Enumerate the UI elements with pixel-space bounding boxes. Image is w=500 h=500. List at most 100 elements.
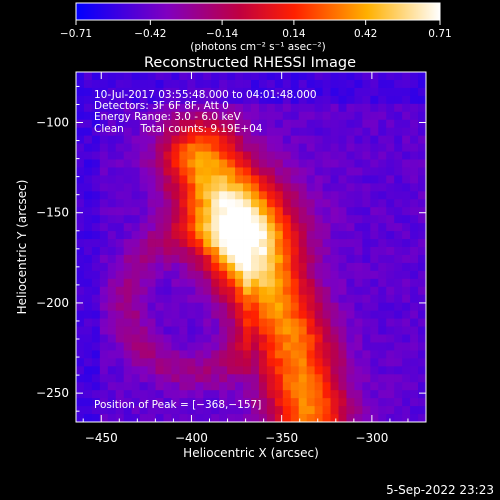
heatmap-cell [274, 342, 284, 351]
heatmap-cell [346, 175, 355, 184]
heatmap-cell [266, 175, 276, 184]
heatmap-cell [211, 183, 220, 192]
heatmap-cell [370, 231, 379, 240]
heatmap-cell [251, 175, 260, 184]
heatmap-cell [290, 294, 300, 304]
heatmap-cell [274, 350, 284, 359]
heatmap-cell [195, 398, 204, 407]
heatmap-cell [386, 247, 395, 256]
heatmap-cell [290, 358, 300, 367]
heatmap-cell [195, 119, 204, 129]
heatmap-cell [123, 151, 133, 160]
heatmap-cell [251, 254, 260, 264]
heatmap-cell [155, 270, 164, 280]
heatmap-cell [107, 183, 117, 192]
heatmap-cell [179, 398, 188, 407]
heatmap-cell [346, 72, 355, 81]
heatmap-cell [290, 151, 300, 160]
heatmap-cell [354, 350, 363, 359]
heatmap-cell [290, 87, 300, 97]
heatmap-cell [171, 143, 180, 152]
heatmap-cell [314, 374, 323, 383]
heatmap-cell [187, 326, 196, 335]
heatmap-cell [131, 342, 141, 351]
heatmap-cell [171, 294, 180, 304]
heatmap-cell [386, 286, 395, 296]
heatmap-cell [282, 326, 292, 335]
heatmap-cell [179, 302, 188, 312]
heatmap-cell [410, 318, 419, 327]
heatmap-cell [314, 326, 323, 335]
heatmap-cell [362, 247, 371, 256]
heatmap-cell [298, 294, 308, 304]
heatmap-cell [266, 374, 276, 383]
heatmap-cell [330, 135, 339, 144]
heatmap-cell [243, 358, 252, 367]
heatmap-cell [139, 127, 148, 137]
heatmap-cell [330, 151, 339, 160]
heatmap-cell [314, 183, 323, 192]
heatmap-cell [219, 318, 228, 327]
heatmap-cell [171, 374, 180, 383]
heatmap-cell [187, 95, 196, 105]
heatmap-cell [306, 278, 316, 288]
heatmap-cell [123, 72, 133, 81]
heatmap-cell [418, 111, 427, 121]
heatmap-cell [147, 95, 156, 105]
heatmap-cell [258, 119, 268, 129]
heatmap-cell [83, 334, 93, 343]
heatmap-cell [290, 79, 300, 89]
heatmap-cell [418, 199, 427, 208]
heatmap-cell [330, 294, 339, 304]
heatmap-cell [298, 127, 308, 137]
heatmap-cell [171, 342, 180, 351]
heatmap-cell [123, 175, 133, 184]
heatmap-cell [394, 247, 403, 256]
heatmap-cell [171, 127, 180, 137]
heatmap-cell [354, 374, 363, 383]
heatmap-cell [410, 334, 419, 343]
heatmap-cell [115, 143, 125, 152]
heatmap-cell [123, 231, 133, 240]
heatmap-cell [179, 334, 188, 343]
heatmap-cell [290, 239, 300, 248]
heatmap-cell [251, 231, 260, 240]
heatmap-cell [235, 414, 244, 423]
heatmap-cell [219, 334, 228, 343]
heatmap-cell [322, 278, 331, 288]
heatmap-cell [410, 366, 419, 375]
heatmap-cell [83, 374, 93, 383]
heatmap-cell [386, 302, 395, 312]
heatmap-cell [282, 390, 292, 399]
heatmap-cell [298, 270, 308, 280]
heatmap-cell [378, 87, 387, 97]
heatmap-cell [314, 358, 323, 367]
heatmap-cell [362, 334, 371, 343]
heatmap-cell [282, 294, 292, 304]
heatmap-cell [362, 366, 371, 375]
heatmap-cell [91, 207, 101, 216]
heatmap-cell [131, 79, 141, 89]
heatmap-cell [123, 262, 133, 272]
heatmap-cell [338, 366, 347, 375]
heatmap-cell [274, 390, 284, 399]
heatmap-cell [91, 191, 101, 200]
heatmap-cell [235, 358, 244, 367]
heatmap-cell [147, 183, 156, 192]
heatmap-cell [211, 247, 220, 256]
heatmap-cell [370, 199, 379, 208]
heatmap-cell [203, 326, 212, 335]
heatmap-cell [76, 95, 85, 105]
heatmap-cell [258, 135, 268, 144]
heatmap-cell [147, 382, 156, 391]
heatmap-cell [418, 183, 427, 192]
heatmap-cell [83, 103, 93, 113]
heatmap-cell [370, 87, 379, 97]
heatmap-cell [99, 79, 109, 89]
heatmap-cell [330, 103, 339, 113]
heatmap-cell [76, 358, 85, 367]
heatmap-cell [99, 350, 109, 359]
heatmap-cell [402, 231, 411, 240]
heatmap-cell [131, 286, 141, 296]
heatmap-cell [394, 374, 403, 383]
